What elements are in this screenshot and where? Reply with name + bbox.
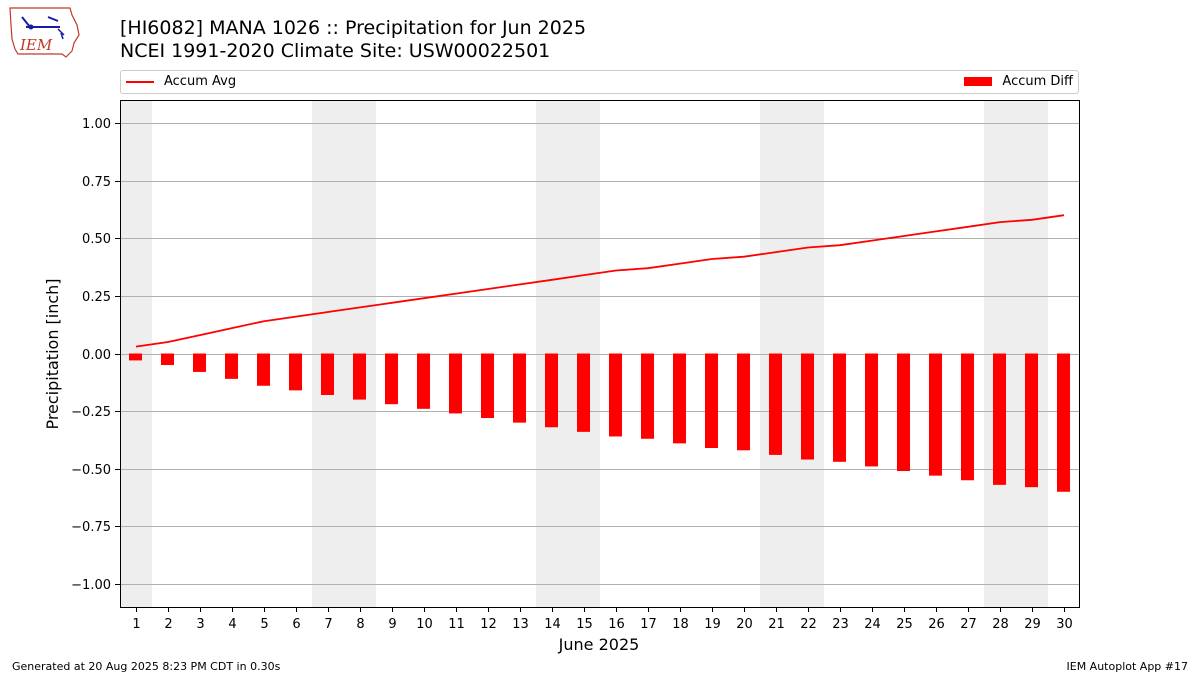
bar-accum-diff — [385, 353, 398, 405]
x-tick-label: 28 — [992, 617, 1009, 632]
y-tick-label: 0.00 — [82, 348, 111, 363]
x-tick-label: 11 — [448, 617, 465, 632]
bar-accum-diff — [417, 353, 430, 409]
bar-accum-diff — [577, 353, 590, 432]
weekend-band — [344, 100, 376, 607]
x-tick-label: 1 — [132, 617, 140, 632]
x-tick-label: 2 — [164, 617, 172, 632]
x-tick-label: 4 — [228, 617, 236, 632]
x-tick-label: 16 — [608, 617, 625, 632]
plot-frame — [120, 100, 1080, 608]
x-tick-label: 13 — [512, 617, 529, 632]
chart-subtitle: NCEI 1991-2020 Climate Site: USW00022501 — [120, 40, 551, 62]
footer-generated-text: Generated at 20 Aug 2025 8:23 PM CDT in … — [12, 660, 281, 673]
bar-accum-diff — [769, 353, 782, 455]
y-tick-label: 0.25 — [82, 290, 111, 305]
bar-accum-diff — [993, 353, 1006, 485]
bar-accum-diff — [161, 353, 174, 366]
x-tick-label: 10 — [416, 617, 433, 632]
x-tick-label: 27 — [960, 617, 977, 632]
y-tick-label: −1.00 — [71, 578, 111, 593]
x-tick-label: 9 — [388, 617, 396, 632]
legend-label-accum-diff: Accum Diff — [1002, 74, 1073, 89]
bar-accum-diff — [801, 353, 814, 460]
x-tick-label: 22 — [800, 617, 817, 632]
y-tick-label: 0.50 — [82, 232, 111, 247]
weekend-band — [984, 100, 1016, 607]
x-tick-label: 17 — [640, 617, 657, 632]
bar-accum-diff — [481, 353, 494, 419]
x-tick-label: 25 — [896, 617, 913, 632]
bar-accum-diff — [641, 353, 654, 439]
weekend-band — [312, 100, 344, 607]
bar-accum-diff — [609, 353, 622, 437]
x-tick-label: 24 — [864, 617, 881, 632]
x-tick-label: 26 — [928, 617, 945, 632]
x-tick-label: 7 — [324, 617, 332, 632]
x-tick-label: 19 — [704, 617, 721, 632]
weekend-band — [568, 100, 600, 607]
bar-accum-diff — [865, 353, 878, 467]
bar-accum-diff — [513, 353, 526, 423]
y-tick-label: 0.75 — [82, 175, 111, 190]
y-tick-label: −0.50 — [71, 463, 111, 478]
bar-accum-diff — [321, 353, 334, 395]
chart-title: [HI6082] MANA 1026 :: Precipitation for … — [120, 17, 587, 39]
weekend-band — [760, 100, 792, 607]
weekend-band — [120, 100, 152, 607]
legend-line-swatch — [126, 80, 154, 83]
x-tick-label: 20 — [736, 617, 753, 632]
bar-accum-diff — [129, 353, 142, 361]
bar-accum-diff — [193, 353, 206, 372]
legend-item-accum-avg: Accum Avg — [126, 74, 236, 89]
y-axis-label: Precipitation [inch] — [43, 278, 62, 429]
weekend-band — [792, 100, 824, 607]
y-tick-label: −0.75 — [71, 520, 111, 535]
x-tick-label: 30 — [1056, 617, 1073, 632]
svg-text:IEM: IEM — [19, 36, 53, 54]
line-accum-avg — [135, 214, 1065, 348]
bar-accum-diff — [545, 353, 558, 428]
legend: Accum Avg Accum Diff — [120, 70, 1079, 94]
bar-accum-diff — [897, 353, 910, 472]
bar-accum-diff — [705, 353, 718, 448]
weekend-band — [1016, 100, 1048, 607]
x-tick-label: 6 — [292, 617, 300, 632]
legend-item-accum-diff: Accum Diff — [964, 74, 1073, 89]
bar-accum-diff — [673, 353, 686, 444]
x-tick-label: 3 — [196, 617, 204, 632]
bar-accum-diff — [225, 353, 238, 379]
y-tick-label: 1.00 — [82, 117, 111, 132]
bar-accum-diff — [1025, 353, 1038, 488]
bar-accum-diff — [449, 353, 462, 414]
bar-accum-diff — [833, 353, 846, 462]
x-tick-label: 15 — [576, 617, 593, 632]
bar-accum-diff — [257, 353, 270, 386]
iem-logo: IEM — [9, 7, 80, 58]
x-tick-label: 8 — [356, 617, 364, 632]
bar-accum-diff — [289, 353, 302, 391]
bar-accum-diff — [353, 353, 366, 400]
x-tick-label: 29 — [1024, 617, 1041, 632]
x-tick-label: 14 — [544, 617, 561, 632]
x-tick-label: 18 — [672, 617, 689, 632]
bar-accum-diff — [737, 353, 750, 451]
x-tick-label: 5 — [260, 617, 268, 632]
legend-bar-swatch — [964, 77, 993, 86]
weekend-band — [536, 100, 568, 607]
bar-accum-diff — [929, 353, 942, 476]
x-tick-label: 12 — [480, 617, 497, 632]
footer-app-label: IEM Autoplot App #17 — [1066, 660, 1189, 673]
y-tick-label: −0.25 — [71, 405, 111, 420]
x-axis-label: June 2025 — [558, 635, 640, 654]
legend-label-accum-avg: Accum Avg — [164, 74, 237, 89]
bar-accum-diff — [961, 353, 974, 481]
x-tick-label: 23 — [832, 617, 849, 632]
bar-accum-diff — [1057, 353, 1070, 492]
x-tick-label: 21 — [768, 617, 785, 632]
